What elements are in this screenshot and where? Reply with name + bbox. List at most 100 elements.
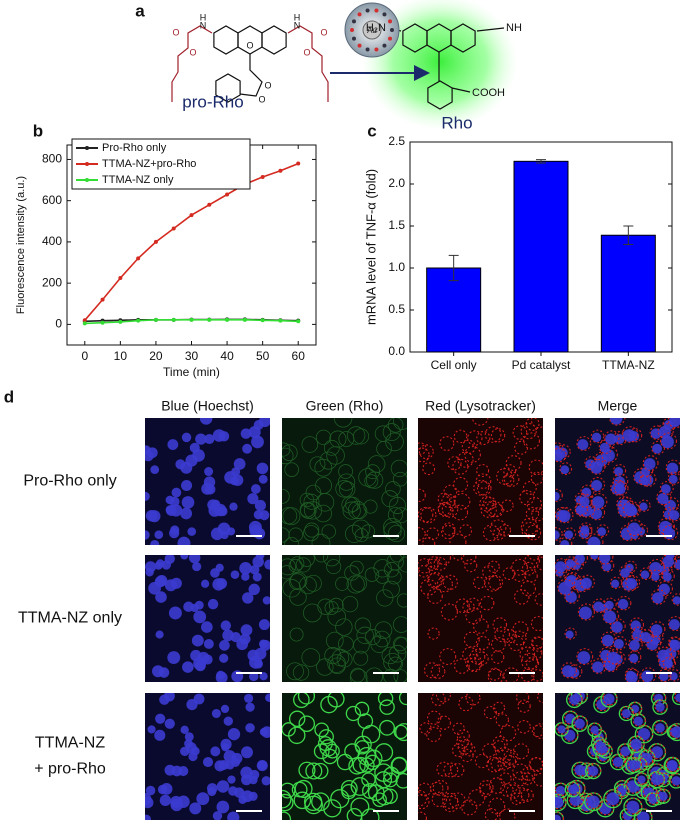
- nucleus: [227, 775, 236, 784]
- nucleus: [580, 577, 592, 589]
- nanozyme-dot: [357, 12, 362, 17]
- lysosome: [559, 536, 573, 545]
- lysosome: [573, 715, 588, 730]
- lysosome: [520, 423, 537, 440]
- lysosome: [525, 524, 542, 541]
- green-cell: [372, 792, 387, 808]
- lysosome: [442, 522, 456, 536]
- atom-label: O: [189, 47, 196, 57]
- green-cell: [390, 756, 407, 775]
- nucleus: [648, 795, 657, 804]
- lysosome: [487, 668, 504, 682]
- lysosome: [431, 791, 448, 808]
- nucleus: [154, 530, 164, 540]
- nucleus: [588, 765, 599, 777]
- lysosome: [464, 446, 481, 463]
- row-label: + pro-Rho: [34, 761, 106, 778]
- catalyst-label: Au: [367, 26, 377, 35]
- lysosome: [612, 473, 629, 489]
- nucleus: [555, 796, 564, 809]
- nucleus: [640, 632, 651, 643]
- nucleus: [199, 418, 213, 425]
- atom-label: O: [303, 47, 310, 57]
- green-cell: [284, 537, 300, 545]
- column-header: Red (Lysotracker): [425, 398, 536, 414]
- nucleus: [181, 496, 195, 509]
- nucleus: [145, 785, 156, 796]
- nucleus: [245, 702, 255, 712]
- green-cell: [299, 502, 315, 518]
- green-cell: [316, 658, 334, 676]
- nucleus: [258, 418, 270, 428]
- green-cell: [393, 507, 407, 524]
- green-cell: [298, 555, 315, 567]
- panel-label: c: [367, 121, 376, 140]
- nucleus: [657, 493, 669, 505]
- micrograph: [555, 555, 680, 682]
- green-cell: [375, 569, 390, 584]
- green-cell: [393, 636, 407, 654]
- lysosome: [606, 648, 623, 665]
- green-cell: [362, 783, 378, 799]
- green-cell: [367, 455, 386, 473]
- data-point: [153, 239, 158, 244]
- nucleus: [655, 723, 665, 733]
- lysosome: [466, 597, 480, 611]
- lysosome: [557, 507, 574, 524]
- nucleus: [227, 728, 241, 741]
- green-cell: [351, 519, 371, 538]
- nucleus: [181, 479, 193, 492]
- lysosome: [418, 447, 430, 463]
- data-point: [189, 317, 194, 322]
- nucleus: [661, 435, 674, 449]
- nucleus: [201, 621, 213, 633]
- nucleus: [236, 638, 249, 651]
- nucleus: [555, 491, 560, 501]
- nucleus: [258, 474, 268, 484]
- nucleus: [580, 525, 590, 535]
- nucleus: [165, 505, 176, 515]
- nucleus: [150, 465, 160, 475]
- micrograph: [418, 555, 543, 682]
- lysosome: [488, 777, 506, 794]
- lysosome: [514, 589, 530, 605]
- lysosome: [499, 808, 516, 820]
- nucleus: [577, 651, 591, 665]
- lysosome: [520, 788, 534, 802]
- lysosome: [493, 740, 506, 753]
- lysosome: [530, 636, 543, 650]
- lysosome: [577, 603, 595, 621]
- green-cell: [304, 522, 320, 538]
- green-cell: [317, 598, 334, 615]
- green-cell: [354, 735, 372, 754]
- nucleus: [254, 659, 263, 669]
- column-header: Blue (Hoechst): [161, 398, 254, 414]
- lysosome: [441, 501, 459, 518]
- nucleus: [192, 562, 202, 572]
- carbamate: [171, 25, 213, 102]
- lysosome: [458, 695, 474, 712]
- nucleus: [189, 802, 202, 815]
- lysosome: [427, 571, 444, 588]
- lysosome: [536, 556, 543, 571]
- lysosome: [650, 569, 663, 582]
- nucleus: [204, 467, 214, 477]
- lysosome: [632, 713, 647, 727]
- lysosome: [418, 506, 434, 523]
- nucleus: [157, 784, 168, 795]
- nucleus: [185, 742, 197, 754]
- lysosome: [649, 743, 667, 760]
- nucleus: [646, 638, 659, 651]
- nucleus: [614, 467, 624, 477]
- nucleus: [261, 726, 270, 738]
- green-cell: [365, 667, 384, 682]
- data-point: [207, 202, 212, 207]
- lysosome: [426, 726, 442, 742]
- nucleus: [164, 764, 176, 776]
- green-cell: [388, 496, 406, 514]
- lysosome: [577, 524, 593, 540]
- lysosome: [564, 627, 577, 640]
- green-cell: [346, 575, 365, 594]
- ring: [261, 25, 287, 55]
- lysosome: [624, 560, 637, 573]
